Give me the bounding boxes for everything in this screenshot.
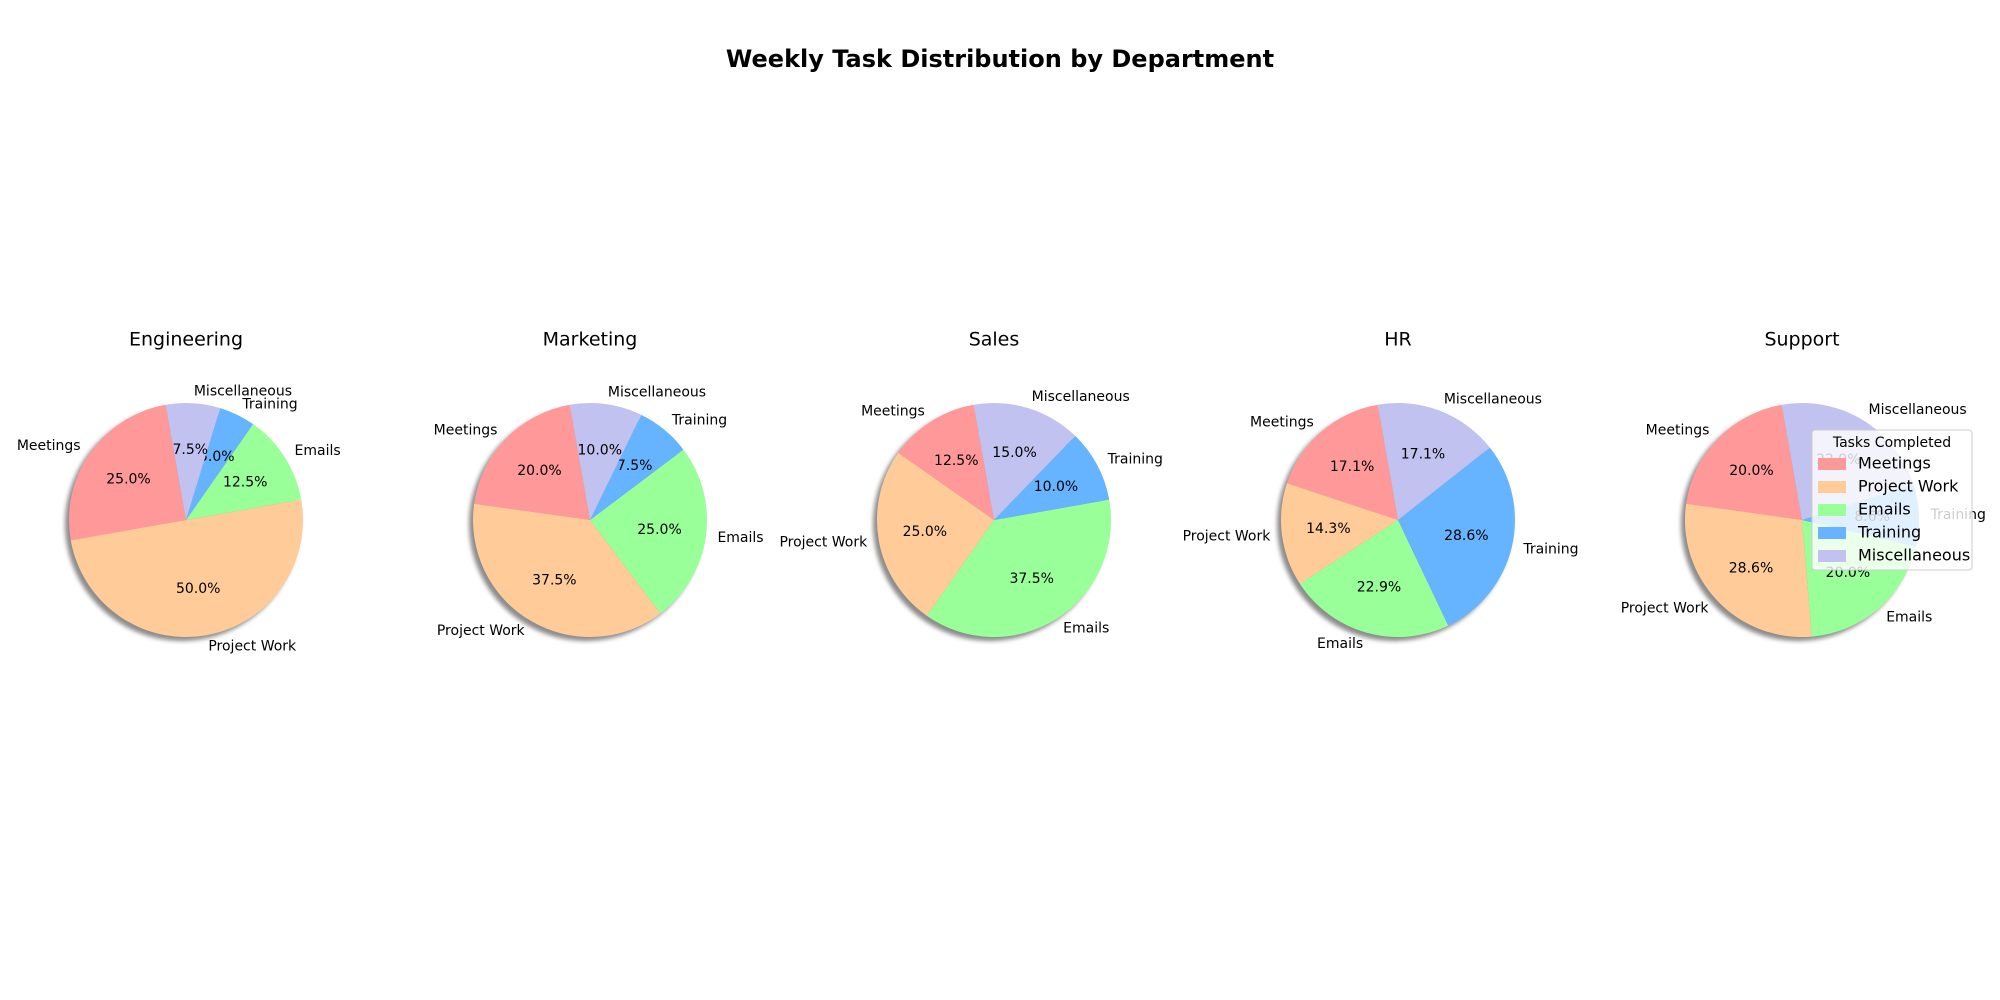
slice-category-label: Emails [295,443,341,459]
slice-percent-label: 7.5% [172,442,208,458]
slice-category-label: Project Work [1621,600,1710,616]
legend-entry-label: Project Work [1858,477,1959,496]
slice-percent-label: 7.5% [617,458,653,474]
legend-entry-label: Training [1857,523,1921,542]
pie-engineering: Engineering Meetings 25.0% Project Work 50.0… [17,329,341,655]
slice-category-label: Miscellaneous [1444,392,1542,408]
slice-percent-label: 28.6% [1729,560,1773,576]
slice-category-label: Emails [717,530,763,546]
pie-slice [474,404,590,520]
slice-percent-label: 25.0% [106,472,150,488]
legend-entry-label: Emails [1858,500,1911,519]
legend-swatch [1818,550,1846,562]
pie-slice [68,404,186,541]
legend-entry-label: Meetings [1858,454,1931,473]
pie-slice [1281,483,1398,584]
legend-swatch [1818,458,1846,470]
slice-category-label: Miscellaneous [1869,402,1967,418]
slice-category-label: Project Work [208,639,297,655]
pie-title: Engineering [129,329,243,351]
legend-swatch [1818,504,1846,516]
slice-percent-label: 17.1% [1330,459,1374,475]
slice-category-label: Meetings [1250,415,1314,431]
pie-slice [186,408,254,520]
legend-frame [1811,429,1973,571]
slice-percent-label: 5.0% [199,449,235,465]
slice-percent-label: 20.0% [1729,463,1773,479]
legend-swatch [1818,527,1846,539]
slice-percent-label: 28.6% [1444,528,1488,544]
slice-category-label: Training [1107,452,1163,468]
pie-slice [1685,503,1812,637]
slice-percent-label: 25.0% [637,522,681,538]
slice-percent-label: 10.0% [578,442,622,458]
pie-title: HR [1384,329,1412,351]
slice-category-label: Meetings [434,423,498,439]
slice-category-label: Project Work [1183,529,1272,545]
slice-percent-label: 25.0% [903,524,947,540]
pie-slice [973,403,1076,520]
slice-category-label: Training [1522,541,1578,557]
slice-percent-label: 37.5% [532,572,576,588]
pie-slice [473,503,661,638]
pie-sales: Sales Meetings 12.5% Project Work 25.0% Email… [779,329,1163,641]
slice-category-label: Meetings [861,403,925,419]
pie-slice [898,404,994,520]
pie-title: Sales [969,329,1020,351]
pies-group: Engineering Meetings 25.0% Project Work 50.0… [17,329,1986,655]
pie-slice [1686,404,1802,520]
slice-percent-label: 17.1% [1401,446,1445,462]
slice-category-label: Training [671,413,727,429]
pie-slice [590,414,684,520]
legend: Tasks Completed Meetings Project Work Email… [1811,429,1973,571]
slice-category-label: Project Work [437,623,526,639]
slice-category-label: Training [241,396,297,412]
slice-category-label: Miscellaneous [608,385,706,401]
pie-hr: HR Meetings 17.1% Project Work 14.3% Emails 22… [1183,329,1579,652]
slice-category-label: Meetings [1646,423,1710,439]
legend-title: Tasks Completed [1832,435,1951,451]
slice-percent-label: 37.5% [1009,571,1053,587]
slice-category-label: Emails [1063,621,1109,637]
slice-percent-label: 20.0% [517,463,561,479]
pie-title: Support [1764,329,1839,351]
slice-percent-label: 12.5% [223,474,267,490]
slice-category-label: Miscellaneous [1032,389,1130,405]
slice-percent-label: 50.0% [176,581,220,597]
slice-percent-label: 12.5% [934,453,978,469]
slice-percent-label: 22.9% [1357,580,1401,596]
slice-percent-label: 14.3% [1306,521,1350,537]
slice-category-label: Meetings [17,438,81,454]
legend-swatch [1818,481,1846,493]
pie-slice [165,403,221,520]
slice-percent-label: 15.0% [992,445,1036,461]
legend-entry-label: Miscellaneous [1858,546,1970,565]
pie-slice [1377,403,1490,520]
slice-category-label: Emails [1317,636,1363,652]
pie-slice [569,403,642,520]
slice-category-label: Emails [1886,609,1932,625]
pie-slice [994,435,1110,520]
pie-slice [186,424,302,520]
pie-slice [1300,520,1449,638]
pie-marketing: Marketing Meetings 20.0% Project Work 37.5% E… [434,329,764,641]
slice-percent-label: 10.0% [1034,479,1078,495]
chart-title: Weekly Task Distribution by Department [726,45,1274,73]
slice-category-label: Project Work [779,534,868,550]
pie-slice [877,452,994,616]
slice-category-label: Miscellaneous [194,384,292,400]
pie-slice [1398,447,1515,626]
pie-title: Marketing [543,329,638,351]
pie-slice [590,449,707,614]
pie-slice [70,499,303,638]
pie-slice [926,499,1112,637]
pie-slice [1286,404,1398,520]
